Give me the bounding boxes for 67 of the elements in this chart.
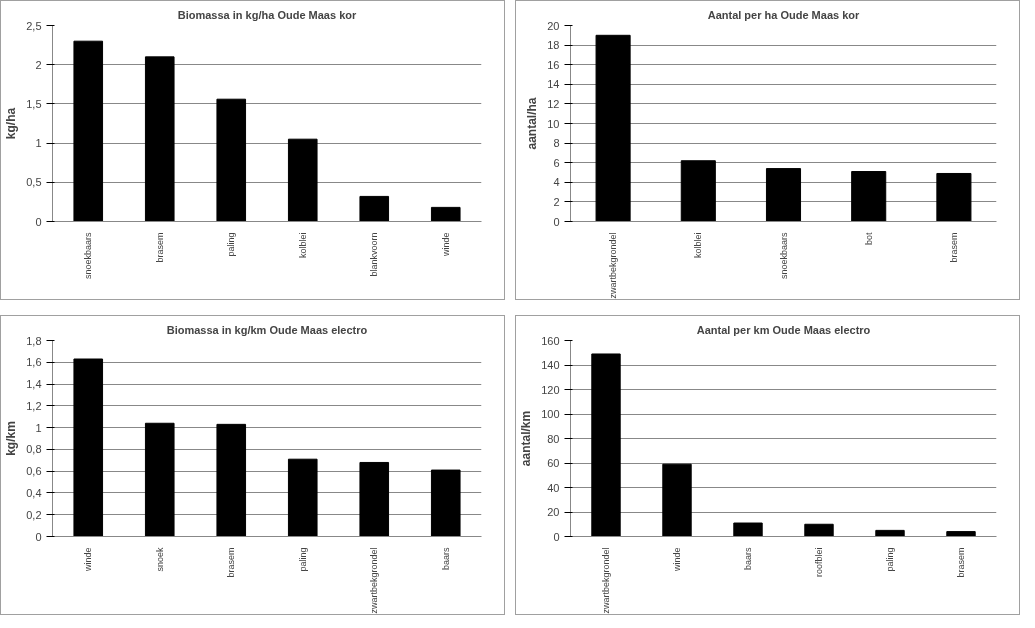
y-tick-label: 1: [35, 137, 42, 150]
y-tick-label: 1,8: [26, 334, 42, 347]
y-tick-label: 100: [541, 408, 560, 420]
y-tick-label: 0: [553, 215, 560, 228]
chart-title: Aantal per km Oude Maas electro: [696, 323, 871, 336]
x-tick-label: snoek: [154, 547, 165, 572]
y-tick-label: 18: [547, 39, 560, 52]
x-tick-label: brasem: [956, 547, 966, 578]
y-tick-label: 80: [547, 432, 560, 445]
y-axis-title: aantal/km: [519, 410, 534, 467]
x-tick-label: blankvoorn: [369, 232, 380, 277]
y-tick-label: 1,6: [26, 356, 42, 369]
x-tick-label: zwartbekgrondel: [601, 547, 611, 614]
x-tick-label: zwartbekgrondel: [608, 232, 619, 299]
y-tick-label: 2: [553, 195, 560, 208]
y-axis-title: aantal/ha: [525, 97, 540, 150]
y-axis-title: kg/ha: [4, 107, 19, 140]
x-tick-label: zwartbekgrondel: [369, 547, 380, 614]
y-tick-label: 0,2: [26, 508, 42, 521]
y-tick-label: 12: [547, 97, 560, 110]
chart-title: Aantal per ha Oude Maas kor: [707, 8, 861, 21]
y-tick-label: 120: [541, 383, 560, 396]
y-tick-label: 140: [541, 359, 560, 371]
y-tick-label: 0: [35, 530, 42, 543]
y-tick-label: 16: [547, 58, 560, 71]
y-tick-label: 8: [553, 137, 560, 150]
y-tick-label: 60: [547, 457, 560, 469]
y-tick-label: 160: [541, 334, 560, 347]
x-tick-label: brasem: [154, 232, 165, 263]
y-tick-label: 40: [547, 481, 560, 494]
y-tick-label: 0,8: [26, 443, 42, 456]
y-tick-label: 1,2: [26, 399, 42, 412]
chart-title: Biomassa in kg/km Oude Maas electro: [166, 323, 368, 336]
y-tick-label: 1,5: [26, 97, 42, 110]
x-tick-label: brasem: [948, 232, 959, 263]
x-tick-label: kolblei: [693, 232, 704, 259]
x-tick-label: paling: [885, 547, 895, 572]
x-tick-label: bot: [863, 232, 874, 246]
y-tick-label: 2: [35, 58, 42, 71]
y-tick-label: 20: [547, 19, 560, 32]
y-tick-label: 14: [547, 78, 560, 91]
chart-title: Biomassa in kg/ha Oude Maas kor: [177, 8, 357, 21]
x-tick-label: baars: [743, 547, 753, 571]
x-tick-label: kolblei: [297, 232, 308, 259]
y-tick-label: 20: [547, 506, 560, 518]
x-tick-label: winde: [83, 547, 94, 573]
y-tick-label: 10: [547, 117, 560, 130]
x-tick-label: paling: [226, 232, 237, 257]
y-tick-label: 0,5: [26, 176, 42, 189]
x-tick-label: baars: [440, 547, 451, 571]
y-tick-label: 6: [553, 156, 560, 169]
x-tick-label: paling: [297, 547, 308, 572]
y-tick-label: 4: [553, 176, 560, 189]
x-tick-label: snoekbaars: [83, 232, 94, 280]
x-tick-label: brasem: [226, 547, 237, 578]
x-tick-label: winde: [440, 232, 451, 258]
y-tick-label: 0,6: [26, 465, 42, 478]
y-tick-label: 1: [35, 421, 42, 434]
x-tick-label: winde: [672, 547, 682, 573]
y-tick-label: 0: [35, 215, 42, 228]
x-tick-label: roofblei: [814, 547, 824, 578]
y-tick-label: 0: [553, 530, 560, 543]
y-tick-label: 0,4: [26, 486, 42, 499]
y-axis-title: kg/km: [4, 421, 19, 456]
x-tick-label: snoekbaars: [778, 232, 789, 280]
y-tick-label: 1,4: [26, 378, 42, 391]
y-tick-label: 2,5: [26, 19, 42, 32]
